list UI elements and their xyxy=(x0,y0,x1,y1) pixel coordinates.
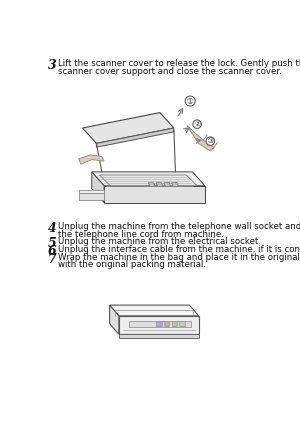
Circle shape xyxy=(193,120,201,128)
Text: with the original packing material.: with the original packing material. xyxy=(58,261,206,269)
Text: scanner cover support and close the scanner cover.: scanner cover support and close the scan… xyxy=(58,67,281,76)
Polygon shape xyxy=(82,113,174,143)
Text: ①: ① xyxy=(187,96,194,105)
Polygon shape xyxy=(172,321,177,326)
Polygon shape xyxy=(156,321,161,326)
Polygon shape xyxy=(110,305,119,334)
Polygon shape xyxy=(119,334,199,338)
Text: the telephone line cord from machine.: the telephone line cord from machine. xyxy=(58,230,223,239)
Text: ②: ② xyxy=(194,121,200,127)
Text: 7: 7 xyxy=(48,253,56,266)
Text: Lift the scanner cover to release the lock. Gently push the: Lift the scanner cover to release the lo… xyxy=(58,60,300,68)
Circle shape xyxy=(206,137,214,145)
Polygon shape xyxy=(100,175,197,186)
Text: Wrap the machine in the bag and place it in the original carton: Wrap the machine in the bag and place it… xyxy=(58,253,300,262)
Polygon shape xyxy=(156,183,163,187)
Polygon shape xyxy=(119,316,199,334)
Text: Unplug the machine from the telephone wall socket and remove: Unplug the machine from the telephone wa… xyxy=(58,222,300,231)
Text: 5: 5 xyxy=(48,237,56,250)
Polygon shape xyxy=(96,128,174,147)
Polygon shape xyxy=(110,305,199,316)
Text: ③: ③ xyxy=(207,138,214,144)
Polygon shape xyxy=(79,155,104,164)
Polygon shape xyxy=(79,193,104,200)
Polygon shape xyxy=(179,321,185,326)
Polygon shape xyxy=(172,183,178,187)
Text: Unplug the interface cable from the machine, if it is connected.: Unplug the interface cable from the mach… xyxy=(58,245,300,254)
Polygon shape xyxy=(92,172,104,203)
Circle shape xyxy=(185,96,195,106)
Polygon shape xyxy=(79,190,104,193)
Polygon shape xyxy=(187,126,214,151)
Polygon shape xyxy=(164,183,171,187)
Polygon shape xyxy=(148,183,155,187)
Polygon shape xyxy=(164,321,169,326)
Polygon shape xyxy=(129,320,191,327)
Polygon shape xyxy=(104,186,205,203)
Text: 3: 3 xyxy=(48,60,56,73)
Text: 6: 6 xyxy=(48,245,56,258)
Polygon shape xyxy=(92,172,205,186)
Text: 4: 4 xyxy=(48,222,56,235)
Text: Unplug the machine from the electrical socket.: Unplug the machine from the electrical s… xyxy=(58,237,261,246)
